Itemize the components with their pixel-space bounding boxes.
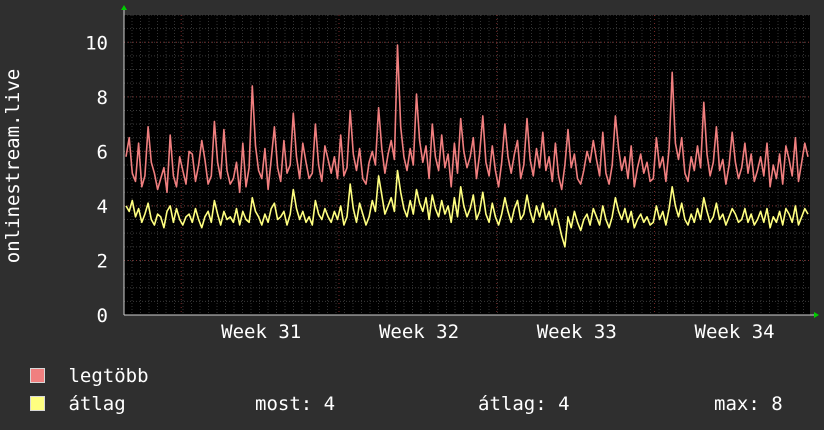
x-axis: Week 31 Week 32 Week 33 Week 34 bbox=[221, 321, 774, 343]
x-tick-label-3: Week 34 bbox=[695, 321, 775, 343]
legend-row-max: legtöbb bbox=[30, 362, 810, 390]
stat-current: most: 4 bbox=[255, 393, 336, 415]
stat-max: max: 8 bbox=[714, 393, 783, 415]
legend-swatch-max bbox=[30, 368, 45, 383]
y-axis-label: onlinestream.live bbox=[2, 69, 24, 263]
y-tick-label-4: 8 bbox=[97, 87, 108, 109]
y-axis: 0 2 4 6 8 10 bbox=[85, 32, 108, 327]
y-tick-label-0: 0 bbox=[97, 305, 108, 327]
legend: legtöbb átlag most: 4 átlag: 4 max: 8 bbox=[30, 362, 810, 418]
series-layer bbox=[125, 44, 809, 248]
x-tick-label-2: Week 33 bbox=[537, 321, 617, 343]
grid bbox=[124, 14, 810, 316]
y-tick-label-2: 4 bbox=[97, 196, 108, 218]
series-line-1 bbox=[125, 169, 809, 248]
stat-average: átlag: 4 bbox=[478, 393, 570, 415]
series-line-0 bbox=[125, 44, 809, 194]
y-tick-label-1: 2 bbox=[97, 250, 108, 272]
axes bbox=[121, 5, 819, 318]
y-tick-label-3: 6 bbox=[97, 141, 108, 163]
y-axis-arrow-icon bbox=[121, 5, 127, 10]
x-axis-arrow-icon bbox=[814, 312, 819, 318]
legend-label-max: legtöbb bbox=[68, 365, 149, 387]
legend-label-avg: átlag bbox=[68, 393, 126, 415]
x-tick-label-1: Week 32 bbox=[379, 321, 459, 343]
legend-swatch-avg bbox=[30, 396, 45, 411]
y-tick-label-5: 10 bbox=[85, 32, 108, 54]
legend-row-avg: átlag most: 4 átlag: 4 max: 8 bbox=[30, 390, 810, 418]
x-tick-label-0: Week 31 bbox=[221, 321, 301, 343]
